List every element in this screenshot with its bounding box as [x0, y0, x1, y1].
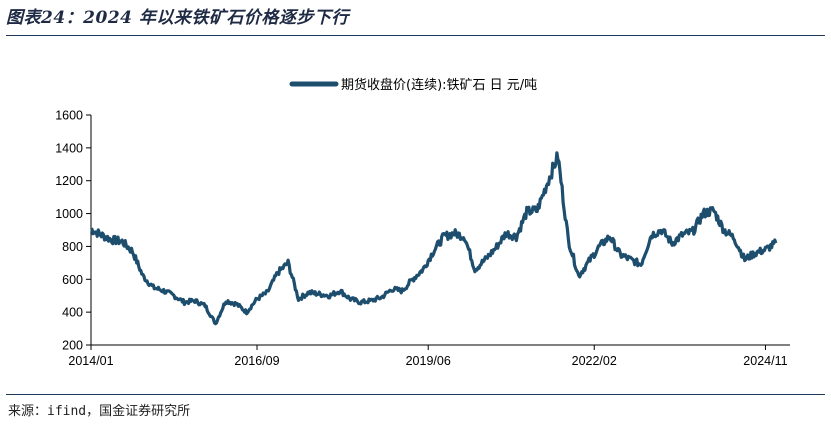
- title-divider: [6, 35, 825, 36]
- figure-title: 图表24：2024 年以来铁矿石价格逐步下行: [6, 8, 349, 28]
- y-axis-ticks: 1600 1400 1200 1000 800 600 400 200: [55, 109, 91, 353]
- x-tick-label: 2024/11: [743, 354, 787, 368]
- x-tick-label: 2019/06: [406, 354, 451, 368]
- source-divider: [6, 394, 825, 395]
- y-tick-label: 1200: [55, 174, 83, 188]
- legend-label: 期货收盘价(连续):铁矿石 日 元/吨: [341, 77, 537, 93]
- y-tick-label: 1600: [55, 109, 83, 123]
- x-tick-label: 2022/02: [572, 354, 617, 368]
- y-tick-label: 800: [62, 240, 83, 254]
- y-tick-label: 600: [62, 273, 83, 287]
- source-note: 来源：ifind，国金证券研究所: [8, 404, 191, 419]
- y-tick-label: 1400: [55, 141, 83, 155]
- y-tick-label: 200: [62, 339, 83, 353]
- legend: 期货收盘价(连续):铁矿石 日 元/吨: [289, 77, 537, 93]
- x-axis-ticks: 2014/01 2016/09 2019/06 2022/02 2024/11: [68, 345, 788, 368]
- x-tick-label: 2016/09: [234, 354, 279, 368]
- x-tick-label: 2014/01: [68, 354, 113, 368]
- line-chart: 期货收盘价(连续):铁矿石 日 元/吨 1600 1400 1200 1000 800 6…: [55, 77, 790, 368]
- y-tick-label: 1000: [55, 207, 83, 221]
- y-tick-label: 400: [62, 306, 83, 320]
- series-line-iron-ore-price: [90, 151, 778, 326]
